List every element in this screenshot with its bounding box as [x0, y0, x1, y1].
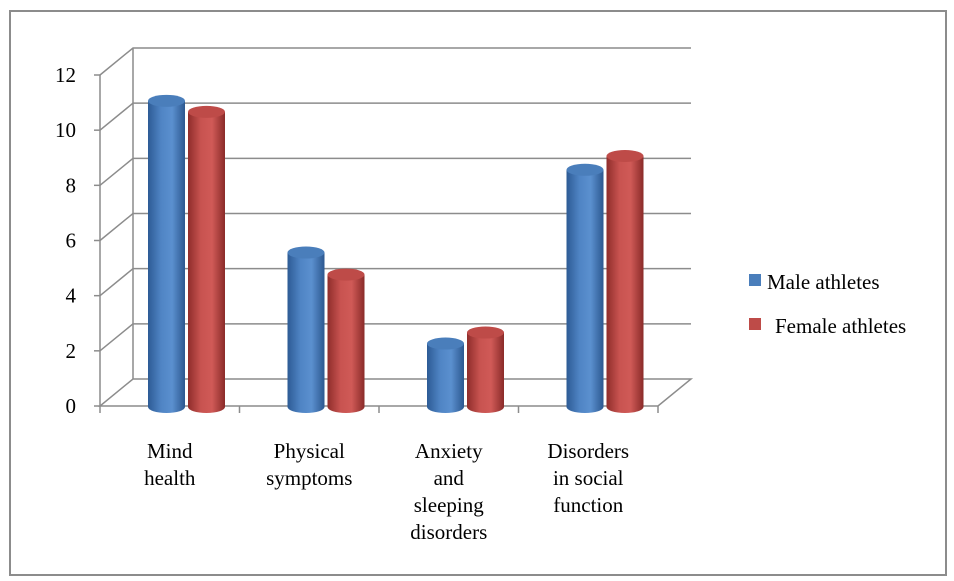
bars [148, 94, 644, 413]
bar-body [287, 252, 325, 413]
y-axis: 0 2 4 6 8 10 12 [55, 63, 100, 418]
bar-body [148, 100, 185, 413]
x-category-label: Anxiety [415, 439, 483, 463]
y-tick-label: 10 [55, 118, 76, 142]
bar-body [566, 169, 604, 413]
bar [427, 337, 464, 413]
gridlines [99, 47, 691, 352]
x-category-label: Physical [274, 439, 345, 463]
bar-body [606, 155, 644, 413]
bar-top [467, 326, 504, 339]
bar-top [427, 337, 464, 350]
gridline [99, 212, 691, 242]
bar [566, 163, 604, 413]
gridline [99, 323, 691, 352]
bar [327, 268, 365, 413]
bar [287, 246, 325, 413]
x-category-label: function [553, 493, 623, 517]
legend-swatch [749, 318, 761, 330]
y-tick-label: 4 [66, 284, 77, 308]
bar-top [566, 163, 604, 176]
bar-body [467, 332, 504, 413]
legend-swatch [749, 274, 761, 286]
gridline [99, 267, 691, 297]
bar-top [188, 105, 225, 118]
x-category-label: in social [553, 466, 624, 490]
bar [467, 326, 504, 413]
x-category-label: health [144, 466, 196, 490]
y-tick-label: 6 [66, 229, 77, 253]
gridline [99, 102, 691, 131]
bar-body [427, 343, 464, 413]
gridline [99, 157, 691, 186]
bar [188, 105, 225, 413]
bar-top [148, 94, 185, 107]
legend: Male athletes Female athletes [749, 270, 906, 338]
legend-label: Female athletes [775, 314, 906, 338]
x-category-label: disorders [410, 520, 487, 544]
y-tick-label: 8 [66, 173, 77, 197]
bar-top [287, 246, 325, 259]
y-tick-label: 0 [66, 394, 77, 418]
x-axis: Mind health Physical symptoms Anxiety and slee… [99, 406, 659, 544]
legend-label: Male athletes [767, 270, 880, 294]
bar-top [327, 268, 365, 281]
x-category-label: Mind [147, 439, 193, 463]
bar [148, 94, 185, 413]
bar-body [327, 274, 365, 413]
y-tick-label: 2 [66, 339, 77, 363]
bar-top [606, 149, 644, 162]
bar-body [188, 111, 225, 413]
x-category-label: sleeping [414, 493, 484, 517]
x-category-label: symptoms [266, 466, 352, 490]
x-category-label: Disorders [547, 439, 629, 463]
y-tick-label: 12 [55, 63, 76, 87]
gridline [99, 47, 691, 76]
bar [606, 149, 644, 413]
x-category-label: and [434, 466, 465, 490]
